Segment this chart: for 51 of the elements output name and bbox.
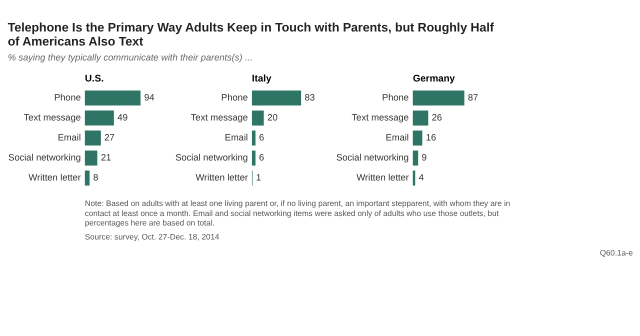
bar — [252, 110, 264, 126]
y-tick-label: Social networking — [336, 152, 409, 163]
y-tick-label: Written letter — [28, 172, 81, 183]
data-label: 87 — [468, 92, 478, 103]
bar — [412, 130, 422, 146]
bar — [252, 130, 256, 146]
chart-title: Germany — [412, 73, 456, 84]
data-label: 20 — [267, 112, 278, 123]
y-tick-label: Phone — [221, 92, 248, 103]
y-tick-label: Email — [224, 132, 248, 143]
data-label: 26 — [432, 112, 442, 123]
text: Telephone Is the Primary Way Adults Keep in Touch with Parents, but Roughly Half of Americans Also Text — [8, 20, 495, 49]
bar — [84, 110, 114, 126]
data-label: 6 — [259, 132, 264, 143]
bar — [412, 90, 464, 106]
y-tick-label: Text message — [352, 112, 409, 123]
data-label: 1 — [256, 172, 262, 183]
source-note: Source: survey, Oct. 27-Dec. 18, 2014 — [84, 232, 220, 242]
y-tick-label: Email — [58, 132, 81, 143]
chart-title: Italy — [252, 73, 272, 84]
bar — [84, 150, 98, 166]
text: Q60.1a-e — [600, 248, 634, 258]
y-tick-label: Written letter — [196, 172, 248, 183]
data-label: 6 — [259, 152, 264, 163]
y-tick-label: Text message — [24, 112, 81, 123]
y-tick-label: Written letter — [356, 172, 409, 183]
bar — [252, 150, 256, 166]
data-label: 16 — [426, 132, 436, 143]
data-label: 9 — [422, 152, 427, 163]
data-label: 27 — [104, 132, 115, 143]
bar — [84, 170, 90, 186]
data-label: 21 — [100, 152, 112, 163]
data-label: 94 — [144, 92, 154, 103]
bar — [84, 130, 101, 146]
data-label: 8 — [93, 172, 98, 183]
data-label: 4 — [418, 172, 424, 183]
bar — [84, 90, 141, 106]
bar — [412, 150, 418, 166]
y-tick-label: Text message — [190, 112, 248, 123]
chart-title: U.S. — [84, 73, 104, 84]
data-label: 83 — [304, 92, 315, 103]
bar — [252, 90, 302, 106]
y-tick-label: Social networking — [175, 152, 248, 163]
text: % saying they typically communicate with their parents(s) ... — [8, 52, 253, 63]
y-tick-label: Phone — [54, 92, 81, 103]
bar — [412, 110, 428, 126]
text: Note: Based on adults with at least one living parent or, if no living parent, an important stepparent, with whom they are in contact at least once a month. Email and social networking items were asked only of adults who use those outlets, but percentages here are based on total. — [84, 199, 510, 228]
y-tick-label: Email — [386, 132, 409, 143]
y-tick-label: Social networking — [8, 152, 81, 163]
data-label: 49 — [117, 112, 128, 123]
y-tick-label: Phone — [382, 92, 409, 103]
